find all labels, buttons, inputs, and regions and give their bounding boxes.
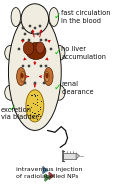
Ellipse shape — [53, 85, 65, 100]
Circle shape — [44, 178, 46, 181]
Text: ✓: ✓ — [54, 47, 61, 57]
Circle shape — [26, 90, 44, 122]
Circle shape — [49, 172, 50, 175]
Ellipse shape — [49, 8, 59, 26]
Circle shape — [42, 171, 44, 174]
Text: excretion
via bladder: excretion via bladder — [1, 107, 39, 120]
Text: ✓: ✓ — [54, 12, 61, 21]
Polygon shape — [76, 153, 80, 159]
Ellipse shape — [26, 43, 46, 60]
Ellipse shape — [36, 42, 44, 53]
Ellipse shape — [23, 42, 34, 55]
Text: ✓: ✓ — [54, 82, 61, 91]
Circle shape — [21, 73, 24, 78]
Ellipse shape — [5, 45, 16, 60]
Text: intravenous injection
of radiolabelled NPs: intravenous injection of radiolabelled N… — [16, 167, 82, 179]
Circle shape — [45, 73, 49, 78]
Text: renal
clearance: renal clearance — [61, 81, 94, 95]
Ellipse shape — [21, 4, 49, 34]
Circle shape — [48, 176, 50, 179]
Circle shape — [49, 173, 52, 178]
Circle shape — [43, 168, 46, 173]
Ellipse shape — [21, 71, 25, 82]
Text: no liver
accumulation: no liver accumulation — [61, 46, 106, 60]
Ellipse shape — [53, 45, 65, 60]
FancyBboxPatch shape — [63, 153, 76, 159]
Text: fast circulation
in the blood: fast circulation in the blood — [61, 10, 111, 24]
Ellipse shape — [45, 71, 49, 82]
Ellipse shape — [11, 8, 21, 26]
Circle shape — [52, 174, 54, 177]
Circle shape — [44, 174, 46, 177]
Ellipse shape — [8, 13, 61, 130]
Circle shape — [46, 169, 48, 172]
Circle shape — [45, 175, 48, 180]
Text: ✓: ✓ — [9, 104, 16, 113]
Circle shape — [49, 177, 50, 180]
Ellipse shape — [17, 68, 26, 86]
Ellipse shape — [44, 68, 53, 86]
Ellipse shape — [5, 85, 16, 100]
Circle shape — [42, 166, 44, 169]
